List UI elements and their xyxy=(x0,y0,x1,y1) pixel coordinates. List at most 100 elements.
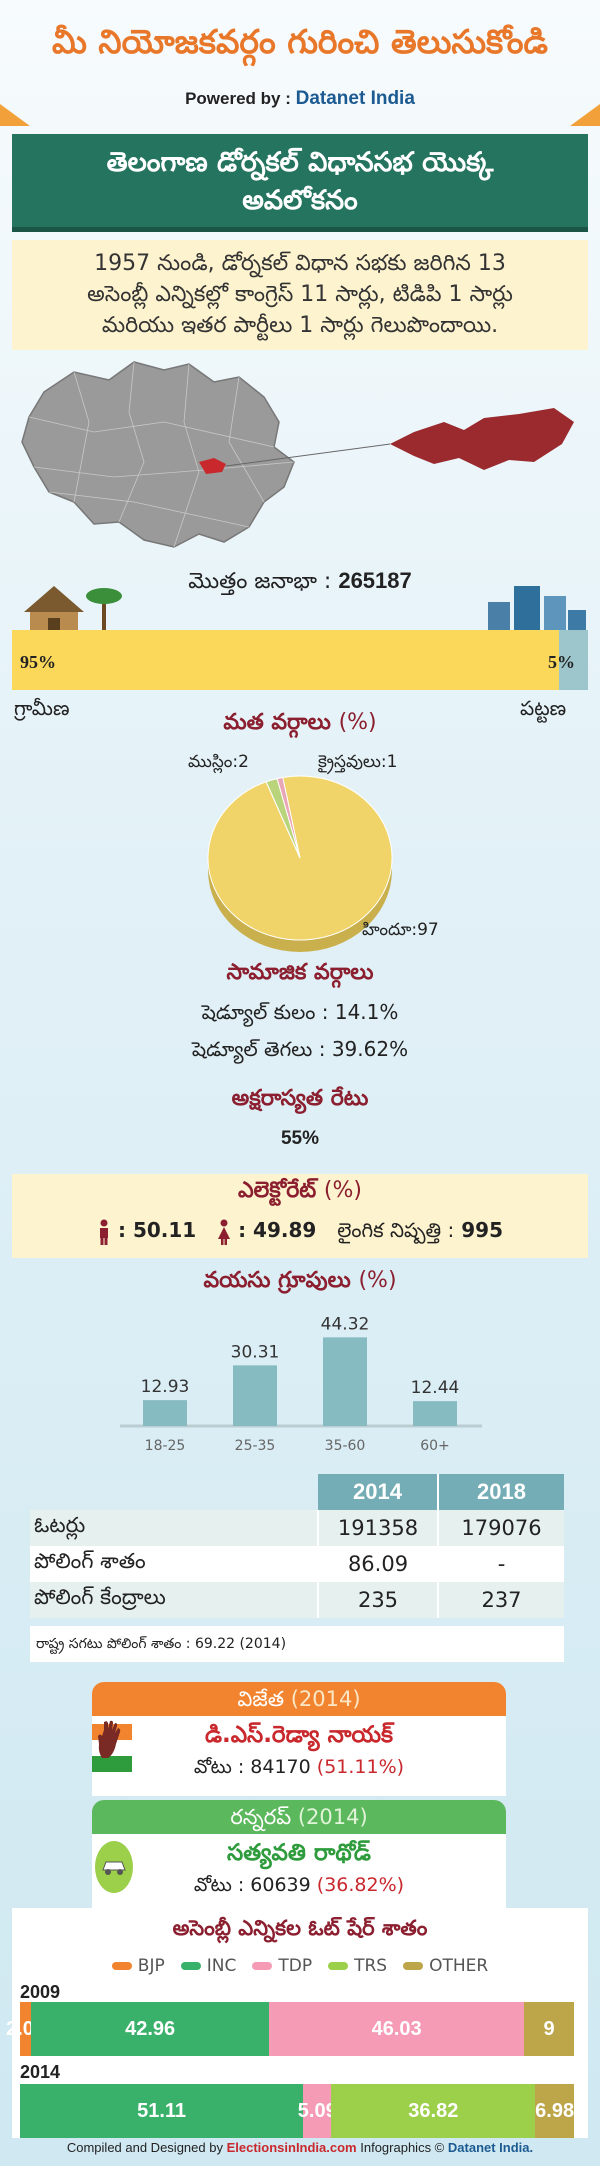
christian-label: క్రైస్తవులు:1 xyxy=(318,752,398,772)
legend-swatch xyxy=(328,1962,349,1970)
banner-line-2: అవలోకనం xyxy=(242,185,358,216)
rural-label: గ్రామీణ xyxy=(14,696,70,720)
electorate-box xyxy=(12,1174,588,1258)
electorate-title: ఎలెక్టోరేట్ (%) xyxy=(0,1178,600,1208)
rural-percent: 95% xyxy=(20,652,56,672)
vote-share-segment-inc: 51.11 xyxy=(20,2084,304,2138)
footer-compiled: Compiled and Designed by xyxy=(66,2140,223,2155)
vote-share-segment-trs: 36.82 xyxy=(331,2084,536,2138)
urban-percent: 5% xyxy=(548,652,575,672)
legend-swatch xyxy=(252,1962,273,1970)
electorate-stats: : 50.11 : 49.89 లైంగిక నిష్పత్తి : 995 xyxy=(0,1218,600,1247)
legend-item-inc: INC xyxy=(180,1956,237,1976)
congress-hand-icon xyxy=(92,1720,132,1772)
constituency-highlight-small xyxy=(199,458,226,474)
age-tick-label: 35-60 xyxy=(325,1438,366,1454)
st-label: షెడ్యూల్ తెగలు : xyxy=(191,1037,326,1061)
religion-title-text: మత వర్గాలు xyxy=(223,710,331,735)
overview-banner: తెలంగాణ డోర్నకల్ విధానసభ యొక్క అవలోకనం xyxy=(12,134,588,232)
electorate-title-text: ఎలెక్టోరేట్ xyxy=(237,1178,317,1203)
map-pointer-line xyxy=(225,443,391,467)
legend-label: TRS xyxy=(354,1956,388,1976)
vote-share-title: అసెంబ్లీ ఎన్నికల ఓట్ షేర్ శాతం xyxy=(172,1916,428,1940)
row-label: ఓటర్లు xyxy=(30,1510,318,1546)
age-bar-18-25 xyxy=(143,1400,187,1426)
male-icon xyxy=(100,1219,109,1245)
summary-line-3: మరియు ఇతర పార్టీలు 1 సార్లు గెలుపొందాయి. xyxy=(101,313,499,338)
row-value-2014: 191358 xyxy=(317,1510,438,1546)
rural-hut-icon xyxy=(14,586,134,640)
total-population: మొత్తం జనాభా : 265187 xyxy=(0,568,600,599)
header-2018: 2018 xyxy=(437,1474,564,1510)
election-stats-table: 2014 2018 ఓటర్లు 191358 179076 పోలింగ్ శ… xyxy=(30,1474,564,1618)
footer-datanet: Datanet India. xyxy=(447,2140,534,2155)
age-bar-25-35 xyxy=(233,1365,277,1426)
table-row: పోలింగ్ కేంద్రాలు 235 237 xyxy=(30,1582,564,1618)
legend-item-other: OTHER xyxy=(403,1956,488,1976)
footer-infographics: Infographics © xyxy=(360,2140,445,2155)
vote-share-segment-inc: 42.96 xyxy=(31,2002,270,2056)
age-bar-value-label: 12.44 xyxy=(411,1378,460,1398)
legend-item-tdp: TDP xyxy=(252,1956,312,1976)
vote-share-legend: BJP INC TDP TRS OTHER xyxy=(0,1956,600,1976)
runner-votes-label: వోటు : 60639 xyxy=(193,1874,311,1896)
age-bar-value-label: 30.31 xyxy=(231,1342,280,1362)
age-groups-title: వయసు గ్రూపులు (%) xyxy=(0,1268,600,1298)
religion-title: మత వర్గాలు (%) xyxy=(0,710,600,740)
legend-label: BJP xyxy=(137,1956,165,1976)
winner-card xyxy=(92,1716,506,1796)
runner-title: రన్నరప్ xyxy=(230,1805,292,1829)
winner-name: డి.ఎస్.రెడ్యా నాయక్ xyxy=(204,1722,394,1748)
row-value-2014: 235 xyxy=(317,1582,438,1618)
vote-share-row-2014: 51.11 5.09 36.82 6.98 xyxy=(20,2084,574,2138)
religion-unit: (%) xyxy=(338,710,377,735)
runner-votes-pct: (36.82%) xyxy=(316,1874,405,1896)
winner-votes-label: వోటు : 84170 xyxy=(193,1756,311,1778)
urban-label: పట్టణ xyxy=(520,696,567,720)
winner-title: విజేత xyxy=(237,1687,285,1711)
header-2014: 2014 xyxy=(318,1474,438,1510)
constituency-highlight-large xyxy=(390,408,574,470)
st-value: 39.62% xyxy=(331,1037,409,1061)
female-value: : 49.89 xyxy=(238,1218,317,1242)
vote-share-segment-tdp: 5.09 xyxy=(298,2084,337,2138)
age-bar-value-label: 44.32 xyxy=(321,1314,370,1334)
social-groups-title: సామాజిక వర్గాలు xyxy=(226,960,374,985)
legend-label: INC xyxy=(206,1956,237,1976)
summary-box: 1957 నుండి, డోర్నకల్ విధాన సభకు జరిగిన 1… xyxy=(12,240,588,350)
vote-share-segment-other: 9 xyxy=(524,2002,574,2056)
age-tick-label: 18-25 xyxy=(145,1438,186,1454)
runner-up-tab: రన్నరప్ (2014) xyxy=(92,1800,506,1834)
winner-tab: విజేత (2014) xyxy=(92,1682,506,1716)
legend-swatch xyxy=(180,1962,201,1970)
page-title: మీ నియోజకవర్గం గురించి తెలుసుకోండి xyxy=(52,22,548,61)
runner-up-card xyxy=(92,1834,506,1914)
urban-population-bar xyxy=(559,630,588,690)
age-tick-label: 25-35 xyxy=(235,1438,276,1454)
age-unit: (%) xyxy=(358,1268,397,1293)
winner-votes: వోటు : 84170 (51.11%) xyxy=(92,1756,506,1783)
runner-up-votes: వోటు : 60639 (36.82%) xyxy=(92,1874,506,1901)
row-label: పోలింగ్ శాతం xyxy=(30,1546,318,1582)
legend-swatch xyxy=(403,1962,424,1970)
electorate-unit: (%) xyxy=(323,1178,362,1203)
state-average-note: రాష్ట్ర సగటు పోలింగ్ శాతం : 69.22 (2014) xyxy=(30,1626,564,1662)
age-bar-value-label: 12.93 xyxy=(141,1377,190,1397)
year-label-2009: 2009 xyxy=(20,1982,61,2002)
sc-label: షెడ్యూల్ కులం : xyxy=(201,1000,329,1024)
datanet-brand: Datanet India xyxy=(295,88,415,109)
row-value-2014: 86.09 xyxy=(317,1546,438,1582)
vote-share-segment-bjp: 2.01 xyxy=(6,2002,45,2056)
age-bar-60+ xyxy=(413,1401,457,1426)
row-value-2018: - xyxy=(437,1546,564,1582)
legend-label: OTHER xyxy=(429,1956,489,1976)
footer-elections-in-india: ElectionsinIndia.com xyxy=(226,2140,357,2155)
row-value-2018: 179076 xyxy=(437,1510,564,1546)
scheduled-tribe-row: షెడ్యూల్ తెగలు : 39.62% xyxy=(0,1037,600,1066)
runner-year: (2014) xyxy=(297,1805,368,1829)
district-lines xyxy=(28,361,295,548)
vote-share-segment-tdp: 46.03 xyxy=(269,2002,525,2056)
age-bar-35-60 xyxy=(323,1337,367,1426)
religion-pie-chart xyxy=(207,775,393,952)
corner-decoration-left xyxy=(0,104,30,126)
